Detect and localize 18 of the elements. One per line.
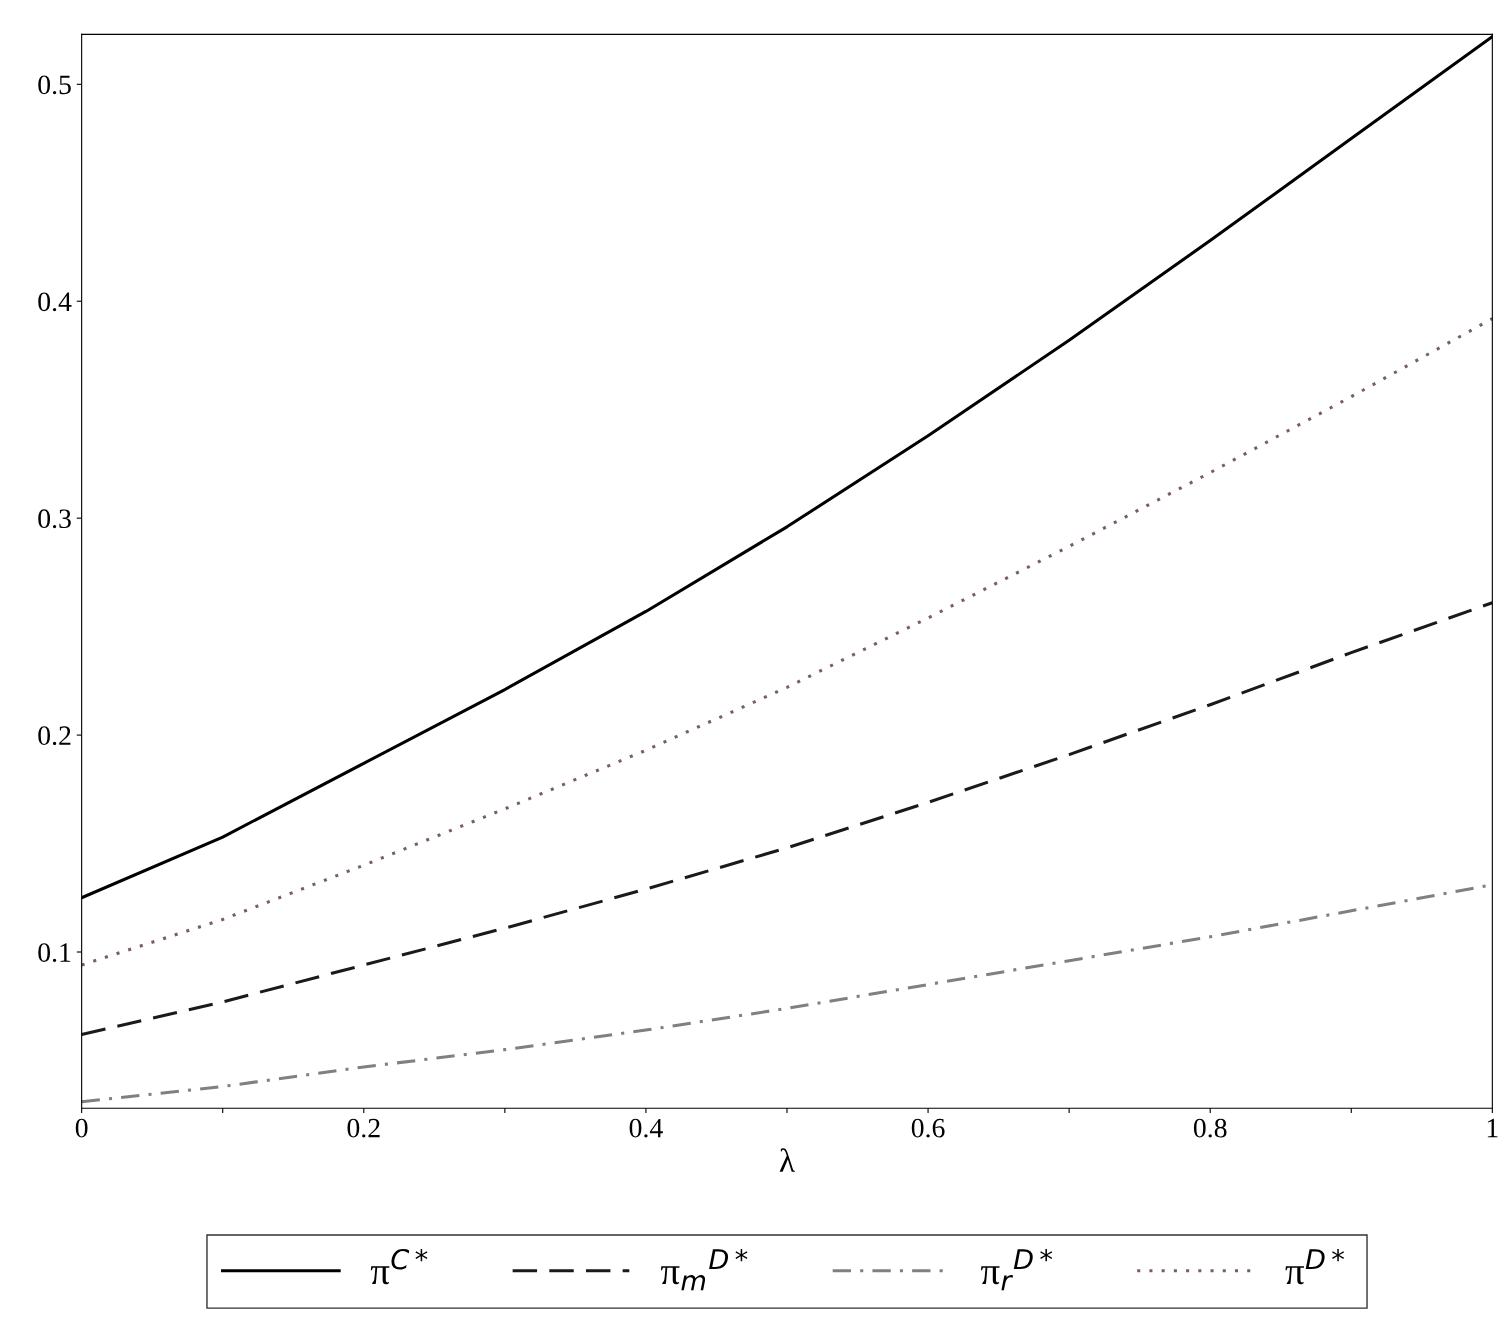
line-series <box>81 317 1493 967</box>
y-tick-label: 0.2 <box>38 726 71 746</box>
legend-label: π$^{D*}$ <box>1285 1248 1345 1285</box>
line-series <box>81 601 1493 1036</box>
y-tick-label: 0.1 <box>38 943 71 963</box>
x-axis-title: λ <box>779 1148 795 1172</box>
legend-label: π$_{r}$$^{D*}$ <box>981 1248 1053 1291</box>
y-tick-label: 0.5 <box>38 75 71 95</box>
x-tick-label: 0.8 <box>1193 1118 1227 1138</box>
x-tick-label: 0.6 <box>911 1118 945 1138</box>
x-tick-label: 0.4 <box>629 1118 663 1138</box>
x-tick-label: 0.2 <box>347 1118 380 1138</box>
y-tick-label: 0.4 <box>38 292 72 312</box>
x-tick-label: 0 <box>75 1118 88 1138</box>
legend-label: π$^{C*}$ <box>370 1248 428 1285</box>
legend-label: π$_{m}$$^{D*}$ <box>660 1248 748 1291</box>
x-tick-label: 1 <box>1487 1118 1498 1138</box>
y-tick-label: 0.3 <box>38 509 71 529</box>
